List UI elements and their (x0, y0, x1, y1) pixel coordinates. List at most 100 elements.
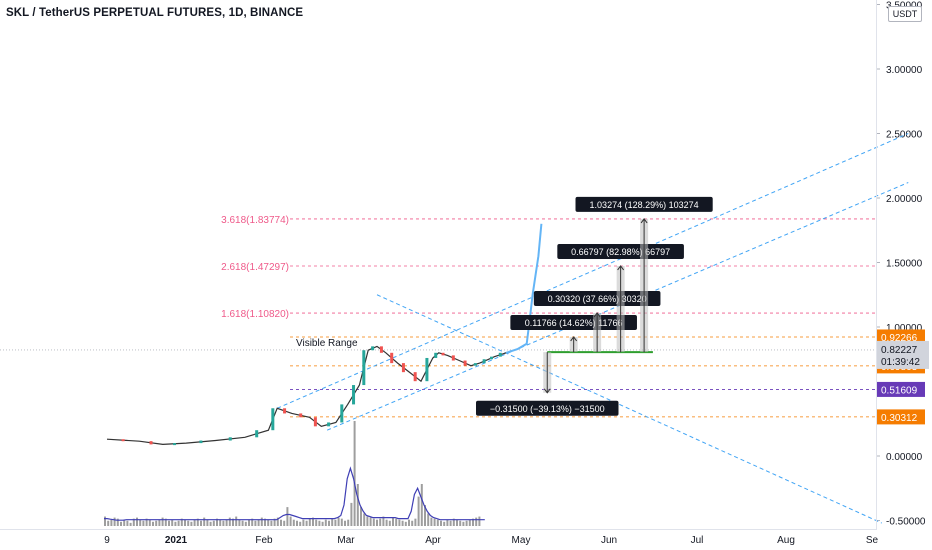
y-tick-label: 1.00000 (886, 323, 923, 334)
volume-bar (395, 518, 398, 526)
measure-label-bg (557, 243, 684, 259)
x-tick-label: Jun (601, 535, 617, 546)
candle (379, 346, 383, 353)
volume-bar (257, 519, 260, 526)
volume-bar (174, 521, 177, 526)
volume-bar (212, 520, 215, 526)
volume-bar (340, 518, 343, 526)
volume-bar (139, 519, 142, 526)
x-tick-label: 2021 (165, 535, 188, 546)
volume-bar (180, 518, 183, 526)
volume-bar (110, 519, 113, 526)
volume-bar (472, 518, 474, 526)
volume-bar (436, 519, 439, 526)
volume-bar (260, 517, 263, 526)
volume-bar (280, 519, 282, 526)
volume-bar (267, 519, 270, 526)
y-tick-label: 2.50000 (886, 130, 923, 141)
candle (352, 385, 356, 405)
volume-bar (184, 519, 186, 526)
volume-bar (443, 521, 446, 526)
measure-label-bg (533, 291, 661, 307)
volume-bar (337, 517, 340, 526)
volume-bar (113, 517, 116, 526)
volume-bar (331, 518, 334, 526)
volume-bar (321, 521, 324, 526)
volume-bar (177, 520, 180, 526)
volume-bar (324, 519, 327, 526)
volume-bar (187, 520, 190, 526)
volume-bar (168, 520, 170, 526)
candle (121, 439, 125, 442)
candle (413, 372, 417, 382)
trend-line (277, 133, 909, 409)
volume-bar (193, 519, 196, 526)
volume-bar (244, 521, 247, 526)
candle (149, 441, 153, 445)
volume-bar (120, 521, 122, 526)
volume-bar (264, 518, 266, 526)
volume-bar (363, 513, 366, 526)
volume-bar (424, 505, 426, 526)
volume-bar (388, 520, 391, 526)
volume-bar (350, 502, 353, 526)
volume-bar (270, 520, 273, 526)
volume-bar (420, 484, 423, 526)
price-tag-bg (877, 329, 925, 345)
volume-bar (142, 520, 145, 526)
volume-bar (161, 517, 164, 526)
price-tag-bg (877, 381, 925, 397)
price-tag-bg (877, 409, 925, 425)
volume-bar (449, 520, 452, 526)
volume-bar (299, 521, 302, 526)
volume-bar (408, 519, 410, 526)
volume-bar (456, 519, 458, 526)
volume-ma-line (104, 466, 485, 521)
volume-bar (305, 520, 308, 526)
volume-bar (155, 520, 158, 526)
volume-bar (286, 507, 289, 526)
price-path (106, 345, 507, 446)
x-tick-label: Apr (425, 535, 441, 546)
candle (362, 350, 366, 386)
volume-bar (411, 520, 414, 526)
price-tag: 0.51609 (881, 385, 918, 396)
volume-bar (123, 519, 126, 526)
volume-bar (440, 520, 442, 526)
volume-bar (353, 421, 356, 526)
volume-bar (318, 520, 321, 526)
volume-bar (200, 520, 202, 526)
volume-bar (427, 513, 430, 526)
volume-bar (196, 518, 199, 526)
measure-arrowhead (640, 218, 648, 224)
volume-bar (116, 518, 119, 526)
price-axis-separator (876, 0, 877, 530)
volume-bar (366, 516, 369, 526)
fib-label: 1.618(1.10820) (221, 309, 289, 320)
candle (451, 355, 455, 361)
volume-bar (446, 519, 449, 526)
volume-bar (289, 516, 292, 526)
candle (489, 356, 493, 360)
volume-bar (417, 496, 420, 526)
volume-bar (235, 516, 238, 526)
candle (299, 413, 303, 418)
currency-button[interactable]: USDT (888, 6, 922, 22)
measure-label: 0.11766 (14.62%) 11766 (525, 318, 623, 328)
measure-arrowhead (570, 336, 578, 342)
volume-bar (344, 520, 346, 526)
measure-label: −0.31500 (−39.13%) −31500 (490, 404, 605, 414)
measure-label-bg (575, 196, 713, 212)
volume-bar (241, 520, 244, 526)
candle (340, 404, 344, 423)
volume-bar (222, 520, 225, 526)
candle (482, 359, 486, 364)
y-tick-label: -0.50000 (886, 517, 926, 528)
volume-bar (296, 520, 298, 526)
volume-bar (203, 517, 206, 526)
price-tag: 0.92266 (881, 333, 918, 344)
x-tick-label: 9 (104, 535, 110, 546)
symbol-title[interactable]: SKL / TetherUS PERPETUAL FUTURES, 1D, BI… (6, 7, 304, 19)
